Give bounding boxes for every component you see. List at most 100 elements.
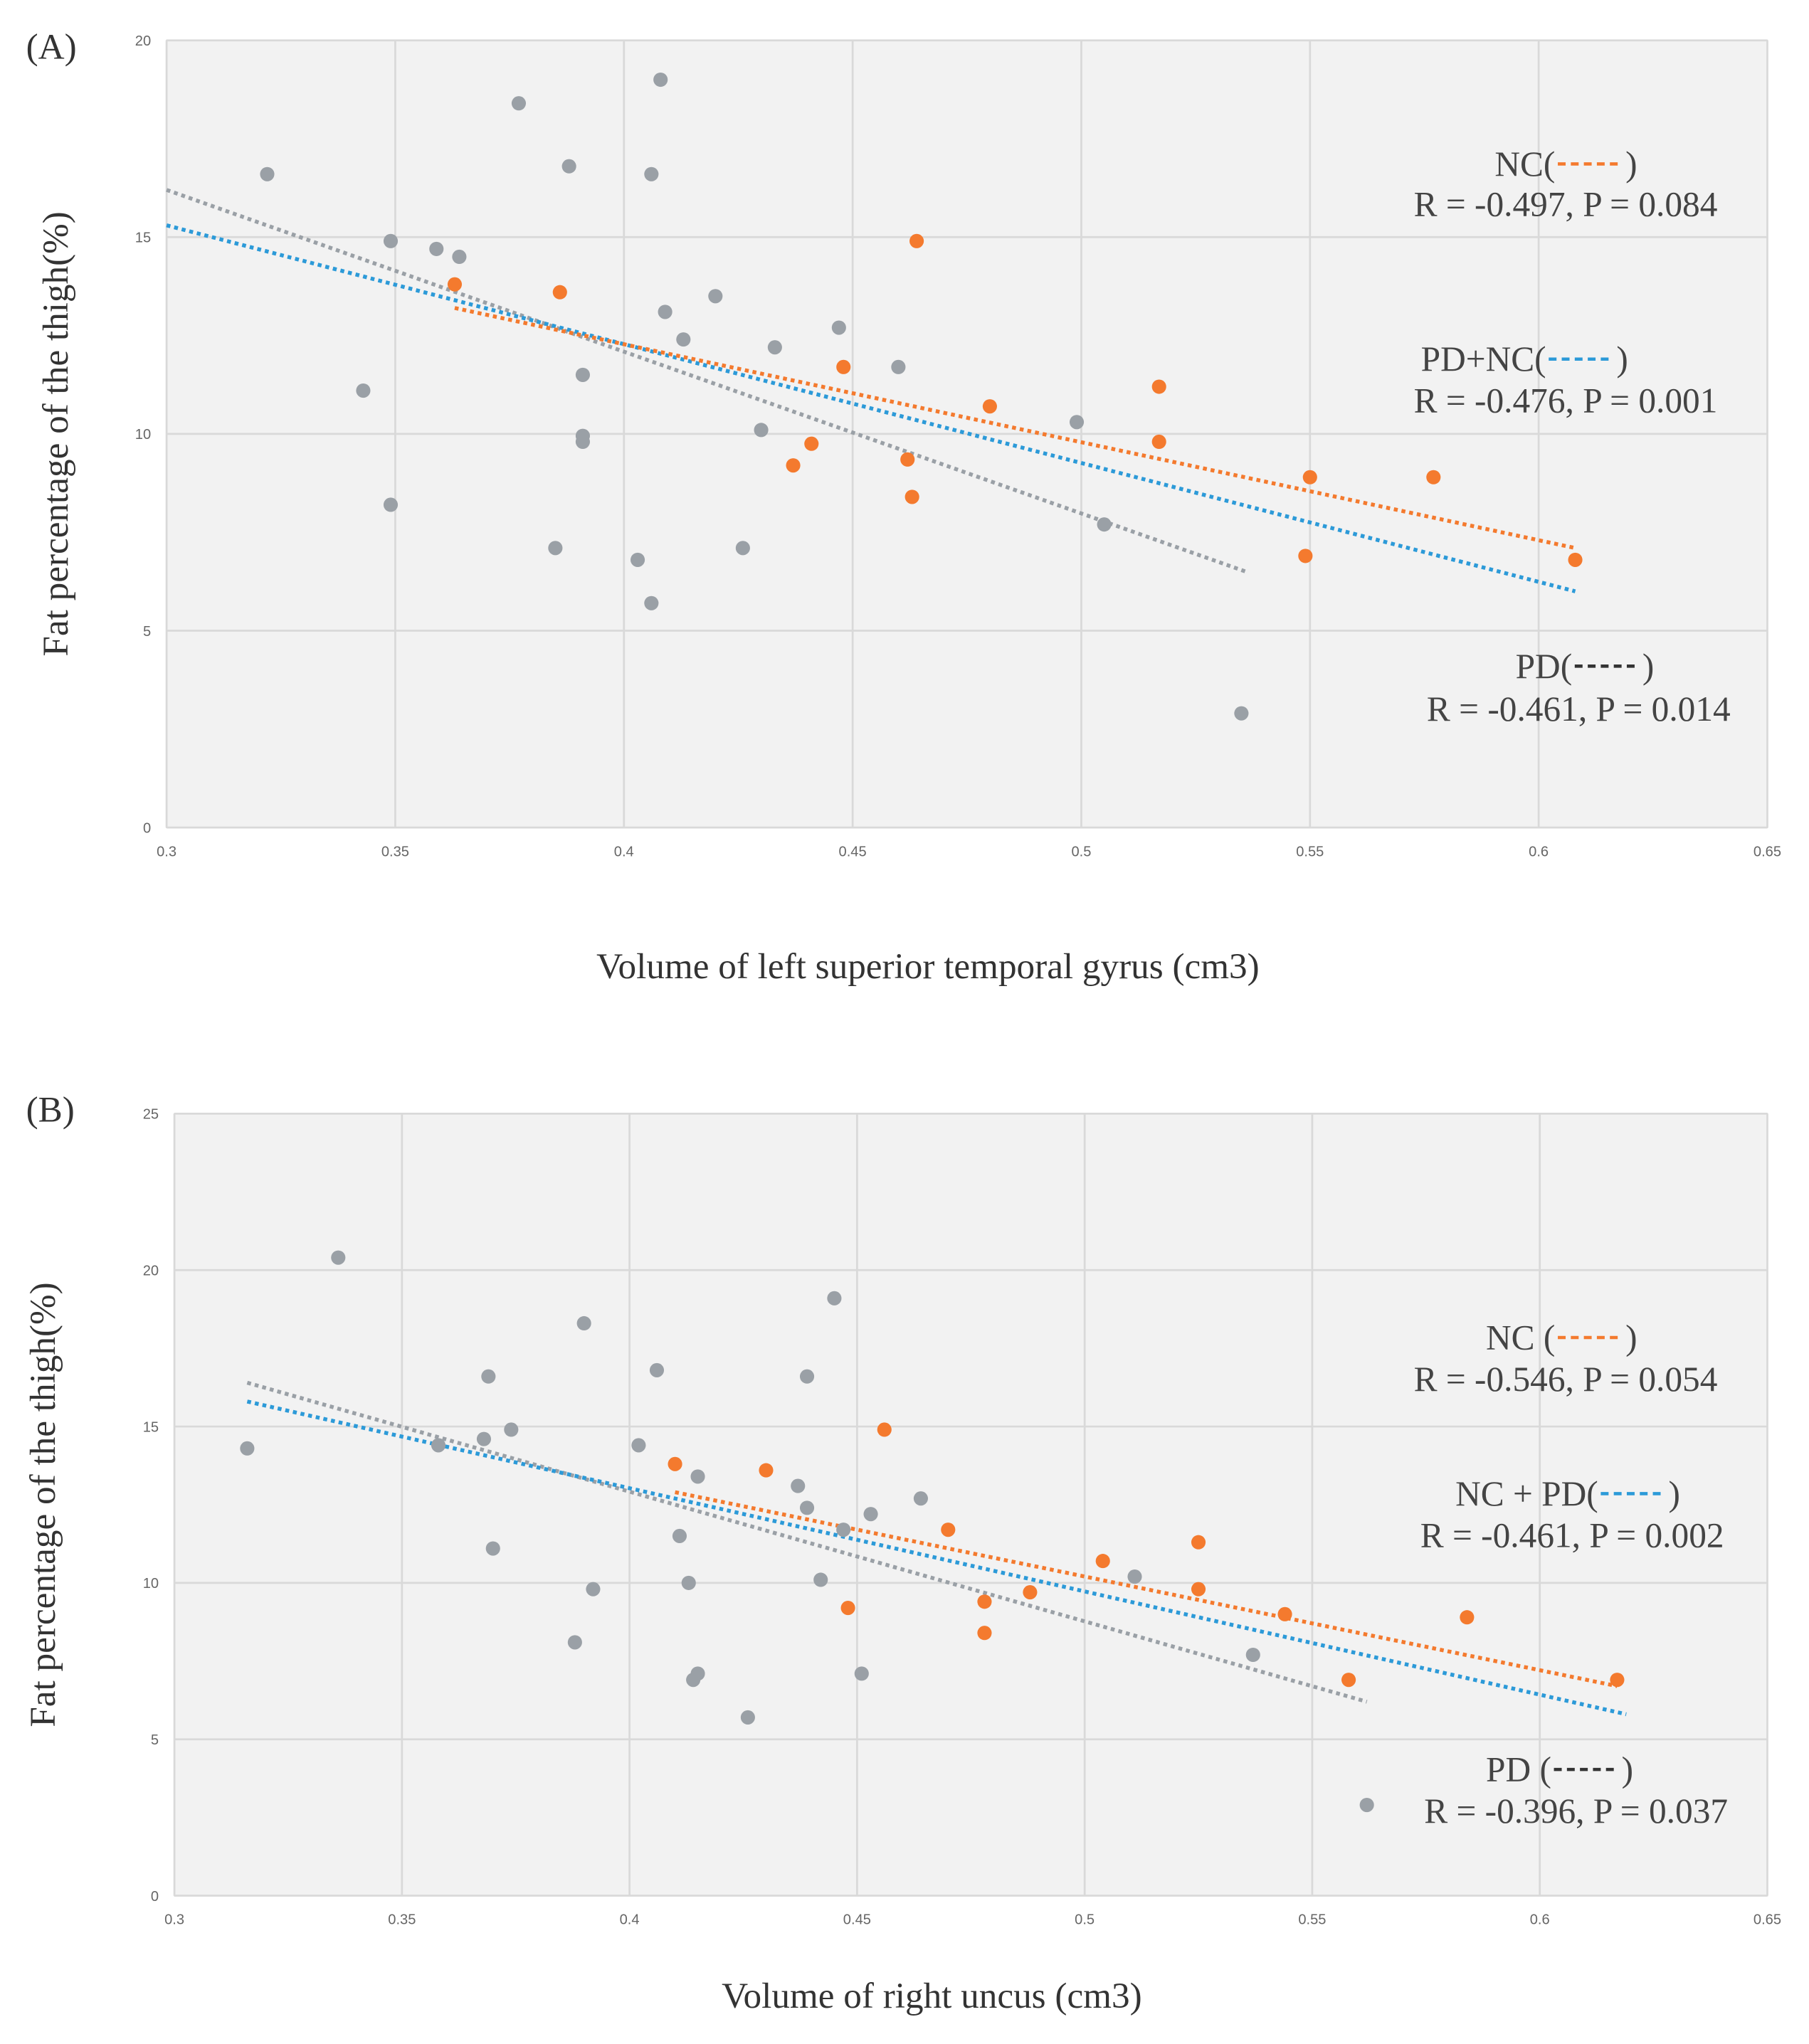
legend-label: NC( bbox=[1494, 144, 1555, 184]
data-point-nc bbox=[909, 233, 924, 248]
y-tick-label: 0 bbox=[151, 1889, 159, 1905]
y-tick-label: 15 bbox=[135, 231, 151, 246]
data-point-pd bbox=[708, 289, 723, 304]
data-point-pd bbox=[672, 1528, 687, 1543]
data-point-pd bbox=[1359, 1797, 1374, 1813]
x-tick-label: 0.5 bbox=[1071, 844, 1091, 859]
data-point-pd bbox=[836, 1523, 851, 1537]
legend-stats: R = -0.546, P = 0.054 bbox=[1414, 1360, 1718, 1399]
data-point-pd bbox=[813, 1572, 828, 1587]
panel-a: 0.3 0.35 0.4 0.45 0.5 0.55 0.6 0.65 0 5 10 15 20 (A) V… bbox=[26, 26, 1781, 987]
x-tick-label: 0.55 bbox=[1296, 844, 1324, 859]
y-tick-label: 10 bbox=[143, 1576, 159, 1592]
data-point-pd bbox=[429, 241, 444, 256]
data-point-pd bbox=[653, 72, 668, 88]
data-point-pd bbox=[431, 1438, 446, 1453]
legend-close: ) bbox=[1668, 1474, 1679, 1513]
data-point-nc bbox=[447, 277, 463, 292]
data-point-nc bbox=[1341, 1673, 1356, 1688]
data-point-pd bbox=[854, 1666, 869, 1681]
x-tick-label: 0.4 bbox=[614, 844, 634, 859]
legend-close: ) bbox=[1642, 647, 1654, 686]
data-point-nc bbox=[1023, 1585, 1038, 1600]
trendline-ncpd bbox=[246, 1399, 1627, 1717]
y-tick-label: 10 bbox=[135, 427, 151, 443]
legend-stats: R = -0.476, P = 0.001 bbox=[1414, 381, 1718, 420]
x-tick-label: 0.45 bbox=[843, 1912, 871, 1928]
data-point-pd bbox=[481, 1369, 496, 1384]
x-tick-label: 0.4 bbox=[620, 1912, 640, 1928]
data-point-pd bbox=[1097, 517, 1112, 532]
data-point-pd bbox=[260, 166, 275, 181]
plot-area bbox=[174, 1113, 1768, 1897]
data-point-nc bbox=[877, 1422, 892, 1437]
x-tick-label: 0.35 bbox=[381, 844, 409, 859]
legend-label: NC + PD( bbox=[1455, 1474, 1598, 1513]
data-point-nc bbox=[1095, 1554, 1110, 1569]
data-point-pd bbox=[630, 552, 645, 567]
x-tick-label: 0.55 bbox=[1298, 1912, 1326, 1928]
data-point-pd bbox=[485, 1541, 500, 1556]
data-point-pd bbox=[631, 1438, 646, 1453]
data-point-pd bbox=[644, 166, 659, 181]
data-point-pd bbox=[504, 1422, 519, 1437]
legend-stats: R = -0.461, P = 0.014 bbox=[1427, 689, 1731, 729]
data-point-pd bbox=[799, 1500, 815, 1515]
data-point-nc bbox=[1302, 470, 1317, 484]
x-tick-label: 0.6 bbox=[1530, 1912, 1550, 1928]
legend-label: PD( bbox=[1516, 647, 1573, 686]
y-tick-label: 5 bbox=[143, 624, 151, 640]
data-point-nc bbox=[840, 1600, 855, 1616]
data-point-pd bbox=[1069, 415, 1085, 430]
data-point-pd bbox=[681, 1575, 696, 1590]
x-tick-label: 0.45 bbox=[839, 844, 867, 859]
y-axis-label: Fat percentage of the thigh(%) bbox=[23, 1282, 63, 1727]
data-point-nc bbox=[1151, 434, 1166, 450]
data-point-nc bbox=[1191, 1535, 1206, 1550]
legend-close: ) bbox=[1616, 339, 1628, 378]
y-tick-label: 5 bbox=[151, 1732, 159, 1748]
data-point-pd bbox=[476, 1431, 492, 1446]
data-point-nc bbox=[904, 489, 919, 504]
x-tick-label: 0.3 bbox=[157, 844, 176, 859]
legend-close: ) bbox=[1625, 1318, 1637, 1357]
legend-close: ) bbox=[1625, 144, 1637, 184]
legend-label: NC ( bbox=[1486, 1318, 1555, 1357]
data-point-pd bbox=[735, 541, 750, 556]
data-point-pd bbox=[586, 1582, 601, 1596]
data-point-pd bbox=[383, 233, 399, 248]
data-point-pd bbox=[575, 434, 590, 450]
x-tick-label: 0.35 bbox=[388, 1912, 416, 1928]
data-point-nc bbox=[1191, 1582, 1206, 1596]
data-point-nc bbox=[1568, 552, 1583, 567]
panel-label: (A) bbox=[26, 26, 77, 67]
data-point-nc bbox=[1298, 549, 1313, 563]
y-tick-label: 0 bbox=[143, 820, 151, 836]
panel-b: 0.3 0.35 0.4 0.45 0.5 0.55 0.6 0.65 0 5 10 15 20 25 (B… bbox=[23, 1089, 1781, 2016]
data-point-pd bbox=[356, 383, 371, 398]
data-point-nc bbox=[1151, 379, 1166, 394]
data-point-nc bbox=[900, 452, 915, 467]
legend-stats: R = -0.461, P = 0.002 bbox=[1420, 1515, 1724, 1555]
x-tick-label: 0.65 bbox=[1753, 844, 1781, 859]
legend-stats: R = -0.497, P = 0.084 bbox=[1414, 185, 1718, 224]
data-point-nc bbox=[1426, 470, 1441, 484]
trendline-pdnc bbox=[166, 223, 1576, 593]
data-point-pd bbox=[1245, 1647, 1260, 1663]
legend-stats: R = -0.396, P = 0.037 bbox=[1424, 1791, 1728, 1831]
data-point-nc bbox=[977, 1626, 992, 1641]
data-point-pd bbox=[1127, 1569, 1142, 1584]
y-tick-label: 20 bbox=[143, 1264, 159, 1279]
data-point-pd bbox=[791, 1478, 806, 1493]
data-point-nc bbox=[668, 1456, 682, 1471]
data-point-pd bbox=[561, 159, 576, 174]
data-point-pd bbox=[891, 359, 906, 374]
trendline-pd bbox=[246, 1380, 1368, 1704]
data-point-nc bbox=[941, 1523, 956, 1537]
data-point-pd bbox=[331, 1250, 346, 1265]
data-point-pd bbox=[754, 423, 769, 438]
trendline-pd bbox=[166, 188, 1247, 574]
y-tick-label: 20 bbox=[135, 33, 151, 49]
data-point-pd bbox=[827, 1291, 842, 1306]
